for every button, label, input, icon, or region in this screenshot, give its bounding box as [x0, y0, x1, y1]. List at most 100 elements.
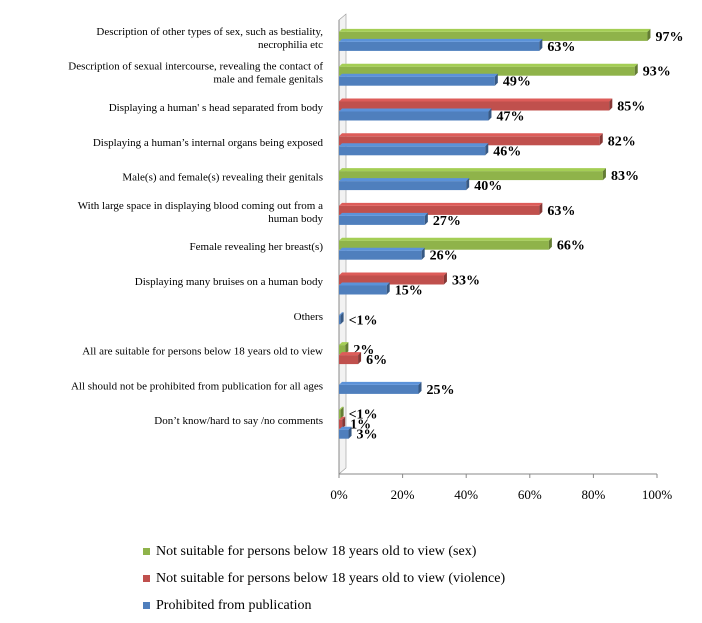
legend-swatch-violence [143, 575, 150, 582]
bar-sex [339, 66, 635, 76]
bar-side-violence [342, 416, 346, 429]
data-label: 85% [617, 100, 645, 115]
category-label: Don’t know/hard to say /no comments [154, 415, 323, 427]
bar-prohibited [339, 429, 349, 439]
bar-side-sex [345, 342, 349, 355]
bar-side-sex [602, 168, 606, 181]
bar-prohibited [339, 111, 489, 121]
category-label: Displaying a human’s internal organs bei… [93, 137, 324, 149]
bar-side-violence [609, 98, 613, 111]
bar-side-violence [599, 133, 603, 146]
data-label: 6% [366, 353, 387, 368]
data-label: 47% [496, 110, 524, 125]
bar-top-sex [339, 406, 344, 410]
bar-top-prohibited [339, 312, 344, 316]
category-label: Displaying a human' s head separated fro… [109, 102, 324, 114]
data-label: 25% [427, 383, 455, 398]
bar-top-prohibited [339, 212, 428, 216]
bar-sex [339, 345, 346, 355]
data-label: 66% [557, 239, 585, 254]
x-tick-label: 0% [330, 487, 348, 502]
legend-item-prohibited: Prohibited from publication [143, 592, 505, 619]
bar-side-prohibited [488, 108, 492, 121]
bar-side-prohibited [421, 247, 425, 260]
legend-swatch-sex [143, 548, 150, 555]
bar-prohibited [339, 215, 425, 225]
bar-violence [339, 275, 444, 285]
legend-label: Not suitable for persons below 18 years … [156, 543, 477, 559]
legend-item-sex: Not suitable for persons below 18 years … [143, 538, 505, 565]
data-label: 93% [643, 65, 671, 80]
category-label: Description of sexual intercourse, revea… [68, 61, 323, 73]
bar-violence [339, 101, 610, 111]
data-label: 1% [350, 418, 371, 433]
data-label: 83% [611, 169, 639, 184]
data-label: 15% [395, 284, 423, 299]
bar-top-violence [339, 272, 447, 276]
x-tick-label: 80% [581, 487, 605, 502]
x-tick-label: 100% [642, 487, 673, 502]
bar-top-prohibited [339, 73, 498, 77]
category-label: With large space in displaying blood com… [78, 200, 323, 212]
category-label: human body [268, 213, 323, 225]
bar-side-violence [539, 202, 543, 215]
bar-side-prohibited [340, 312, 344, 325]
bar-top-prohibited [339, 247, 425, 251]
bar-side-sex [634, 63, 638, 76]
bar-top-sex [339, 342, 349, 346]
bar-top-sex [339, 237, 552, 241]
bar-top-prohibited [339, 178, 470, 182]
data-label: 26% [430, 249, 458, 264]
data-label: 63% [547, 204, 575, 219]
bar-side-prohibited [386, 282, 390, 295]
data-label: 49% [503, 75, 531, 90]
bar-top-prohibited [339, 143, 489, 147]
bar-violence [339, 355, 359, 365]
bar-top-prohibited [339, 108, 492, 112]
bar-top-violence [339, 98, 613, 102]
bar-side-prohibited [485, 143, 489, 156]
bar-prohibited [339, 146, 486, 156]
data-label: <1% [349, 408, 378, 423]
bar-sex [339, 171, 603, 181]
bar-top-prohibited [339, 282, 390, 286]
bar-top-violence [339, 416, 346, 420]
bar-top-violence [339, 133, 603, 137]
bar-prohibited [339, 250, 422, 260]
data-label: 82% [608, 134, 636, 149]
data-label: 33% [452, 274, 480, 289]
bar-side-prohibited [418, 381, 422, 394]
bar-violence [339, 136, 600, 146]
bar-prohibited [339, 41, 540, 51]
bar-prohibited [339, 181, 467, 191]
bar-side-sex [548, 237, 552, 250]
data-label: 40% [474, 179, 502, 194]
bar-violence [339, 419, 343, 429]
bar-side-violence [443, 272, 447, 285]
bar-side-violence [358, 352, 362, 365]
bar-side-sex [340, 406, 344, 419]
bar-prohibited [339, 315, 341, 325]
bar-sex [339, 409, 341, 419]
bar-violence [339, 205, 540, 215]
bar-side-sex [647, 28, 651, 41]
bar-top-prohibited [339, 381, 422, 385]
data-label: 63% [547, 40, 575, 55]
category-label: Male(s) and female(s) revealing their ge… [122, 172, 323, 184]
data-label: 27% [433, 214, 461, 229]
bar-chart: 0% 20% 40% 60% 80% 100% Description of other t… [68, 13, 683, 502]
bar-top-prohibited [339, 426, 352, 430]
category-label: Description of other types of sex, such … [96, 26, 323, 38]
bar-prohibited [339, 384, 419, 394]
legend-label: Prohibited from publication [156, 597, 312, 613]
legend-item-violence: Not suitable for persons below 18 years … [143, 565, 505, 592]
x-tick-label: 20% [391, 487, 415, 502]
data-label: 46% [493, 144, 521, 159]
data-label: 3% [357, 428, 378, 443]
data-label: <1% [349, 313, 378, 328]
bar-top-sex [339, 168, 606, 172]
bar-prohibited [339, 285, 387, 295]
bar-top-prohibited [339, 38, 543, 42]
category-label: All should not be prohibited from public… [71, 380, 323, 392]
category-label: necrophilia etc [258, 39, 323, 51]
